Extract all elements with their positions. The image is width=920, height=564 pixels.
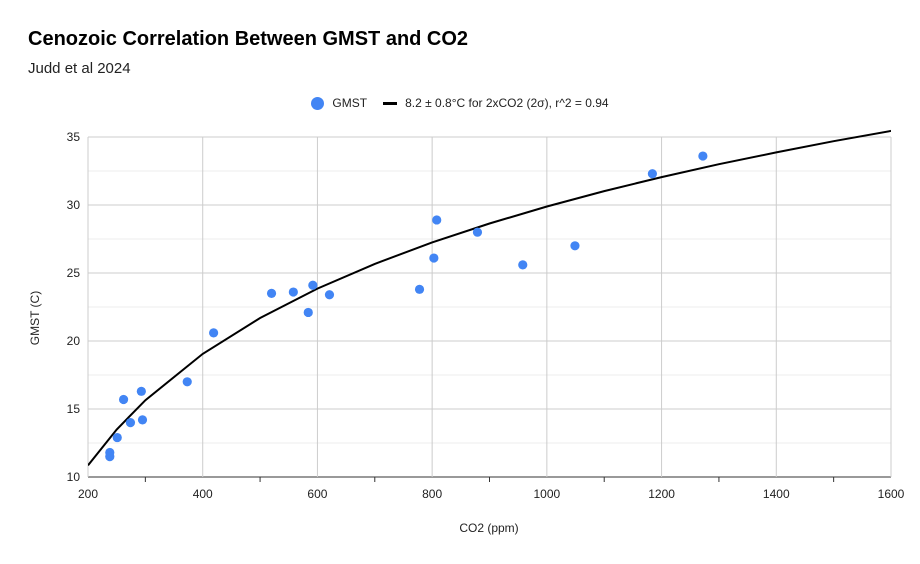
legend-item-gmst[interactable]: GMST <box>311 96 367 110</box>
data-point[interactable] <box>570 241 580 251</box>
data-point[interactable] <box>266 288 277 298</box>
y-tick-label: 10 <box>67 470 81 484</box>
chart-title: Cenozoic Correlation Between GMST and CO… <box>28 28 469 50</box>
y-tick-label: 20 <box>67 334 81 348</box>
data-point[interactable] <box>414 284 425 294</box>
data-point[interactable] <box>125 418 136 428</box>
x-tick-label: 1200 <box>648 487 675 501</box>
x-tick-label: 800 <box>422 487 442 501</box>
data-point[interactable] <box>209 328 219 338</box>
data-point[interactable] <box>136 386 146 396</box>
x-axis-title: CO2 (ppm) <box>459 521 518 535</box>
data-point[interactable] <box>137 415 148 425</box>
x-tick-label: 1600 <box>878 487 905 501</box>
data-point[interactable] <box>432 215 442 225</box>
data-point[interactable] <box>112 432 122 443</box>
fit-curve <box>88 129 891 467</box>
legend-marker-fit <box>383 101 398 105</box>
data-point[interactable] <box>303 307 313 318</box>
data-point[interactable] <box>429 253 439 263</box>
data-point[interactable] <box>647 169 657 179</box>
x-tick-label: 600 <box>307 487 327 501</box>
legend-item-fit[interactable]: 8.2 ± 0.8°C for 2xCO2 (2σ), r^2 = 0.94 <box>383 96 609 110</box>
y-tick-label: 30 <box>67 198 81 212</box>
data-point[interactable] <box>105 452 115 462</box>
x-tick-label: 400 <box>193 487 213 501</box>
x-tick-label: 200 <box>78 487 98 501</box>
data-point[interactable] <box>324 290 335 300</box>
data-point[interactable] <box>698 151 708 161</box>
data-point[interactable] <box>288 287 298 297</box>
y-tick-label: 15 <box>67 402 81 416</box>
data-point[interactable] <box>308 280 318 290</box>
x-tick-label: 1400 <box>763 487 790 501</box>
data-point[interactable] <box>118 394 129 405</box>
chart-subtitle: Judd et al 2024 <box>28 60 131 77</box>
y-axis-title: GMST (C) <box>28 291 42 345</box>
x-tick-label: 1000 <box>534 487 561 501</box>
legend: GMST 8.2 ± 0.8°C for 2xCO2 (2σ), r^2 = 0… <box>0 96 920 110</box>
data-point[interactable] <box>182 377 192 387</box>
data-point[interactable] <box>472 227 483 237</box>
data-point[interactable] <box>518 260 528 270</box>
legend-label-fit: 8.2 ± 0.8°C for 2xCO2 (2σ), r^2 = 0.94 <box>405 96 609 110</box>
y-tick-label: 25 <box>67 266 81 280</box>
y-tick-label: 35 <box>67 130 81 144</box>
legend-label-gmst: GMST <box>332 96 368 110</box>
legend-marker-gmst <box>311 96 325 110</box>
